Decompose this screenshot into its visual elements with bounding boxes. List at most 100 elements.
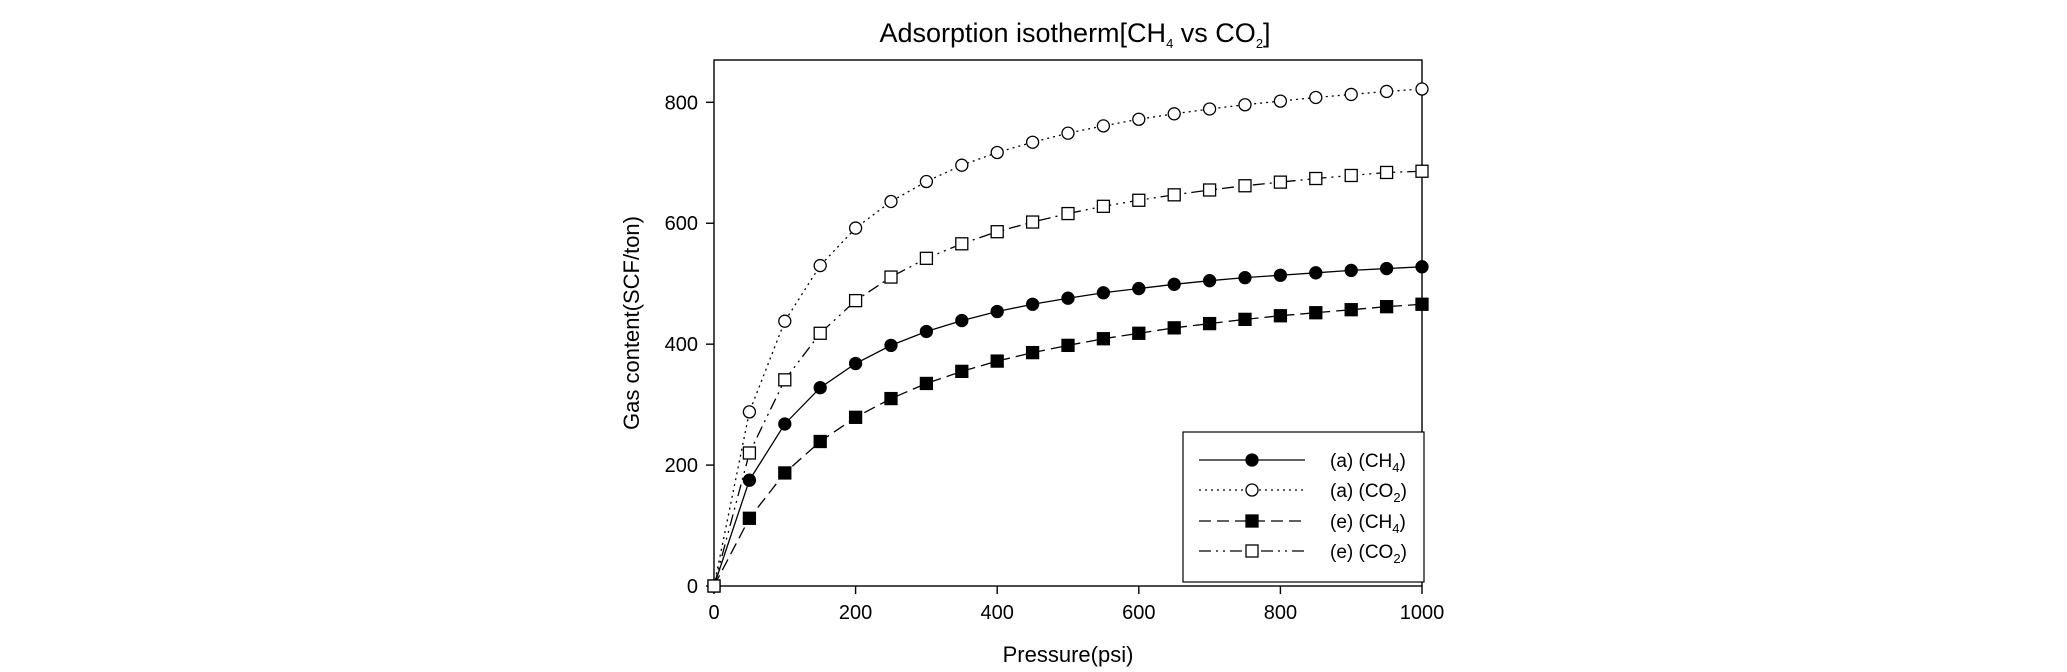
plot-frame: [713, 59, 1423, 587]
data-point-marker: [778, 314, 792, 328]
data-point-marker: [1167, 321, 1181, 335]
data-point-marker: [778, 373, 792, 387]
legend-label: (a) (CH4): [1330, 451, 1406, 475]
data-point-marker: [848, 221, 863, 235]
series-4: [707, 164, 1429, 593]
data-point-marker: [1061, 126, 1075, 140]
legend-entry: (e) (CO2): [1199, 542, 1407, 566]
data-point-marker: [1167, 188, 1181, 202]
data-point-marker: [1132, 112, 1146, 126]
data-point-marker: [778, 466, 792, 480]
x-axis-label: Pressure(psi): [1003, 642, 1134, 667]
data-point-marker: [955, 313, 969, 328]
data-point-marker: [1061, 291, 1075, 305]
data-point-marker: [919, 376, 934, 391]
legend-entry: (a) (CH4): [1199, 451, 1406, 475]
legend-entry: (a) (CO2): [1199, 481, 1407, 505]
legend-label: (a) (CO2): [1330, 481, 1407, 505]
legend-entry: (e) (CH4): [1199, 512, 1406, 536]
legend-marker: [1245, 453, 1259, 467]
data-point-marker: [1238, 179, 1252, 193]
x-tick-label: 0: [708, 602, 719, 624]
data-point-marker: [1415, 297, 1429, 311]
legend-label: (e) (CH4): [1330, 512, 1406, 536]
data-point-marker: [884, 270, 898, 284]
x-tick-label: 400: [981, 602, 1014, 624]
data-point-marker: [1202, 316, 1217, 331]
data-point-marker: [742, 405, 757, 419]
data-point-marker: [990, 304, 1004, 319]
data-point-marker: [884, 338, 898, 353]
data-point-marker: [813, 434, 827, 449]
data-point-marker: [1096, 286, 1111, 300]
data-point-marker: [1415, 164, 1429, 178]
data-point-marker: [884, 391, 898, 406]
data-point-marker: [1309, 90, 1323, 105]
legend-label: (e) (CO2): [1330, 542, 1407, 566]
series-layer: [707, 82, 1429, 593]
data-point-marker: [1273, 175, 1288, 189]
data-point-marker: [1061, 338, 1075, 353]
data-point-marker: [1202, 274, 1217, 288]
y-axis-label: Gas content(SCF/ton): [619, 216, 644, 430]
data-point-marker: [1025, 215, 1040, 229]
data-point-marker: [742, 511, 757, 525]
data-point-marker: [1379, 165, 1394, 180]
data-point-marker: [1379, 261, 1394, 276]
x-tick-label: 600: [1122, 602, 1155, 624]
y-tick-label: 400: [665, 334, 698, 356]
data-point-marker: [1132, 193, 1146, 207]
legend: (a) (CH4) (a) (CO2) (e) (CH4) (e) (CO2): [1182, 431, 1425, 583]
data-point-marker: [1273, 309, 1288, 323]
data-point-marker: [707, 579, 721, 593]
data-point-marker: [1344, 87, 1358, 102]
data-point-marker: [990, 354, 1004, 368]
data-point-marker: [990, 225, 1004, 239]
data-point-marker: [848, 293, 863, 308]
data-point-marker: [813, 258, 827, 273]
legend-marker: [1245, 544, 1259, 558]
data-point-marker: [1273, 94, 1288, 108]
data-point-marker: [1096, 199, 1111, 213]
data-point-marker: [1344, 168, 1358, 183]
data-point-marker: [1415, 260, 1429, 274]
data-point-marker: [1309, 266, 1323, 280]
series-line: [713, 303, 1423, 587]
data-point-marker: [1132, 281, 1146, 296]
y-tick-label: 600: [665, 213, 698, 235]
data-point-marker: [1202, 102, 1217, 116]
data-point-marker: [1344, 263, 1358, 278]
data-point-marker: [1202, 183, 1217, 197]
data-point-marker: [1238, 98, 1252, 112]
y-tick-label: 800: [665, 92, 698, 114]
data-point-marker: [955, 364, 969, 379]
y-tick-label: 0: [687, 576, 698, 598]
data-point-marker: [1167, 107, 1181, 121]
data-point-marker: [919, 174, 934, 189]
data-point-marker: [1096, 332, 1111, 346]
data-point-marker: [1379, 300, 1394, 314]
chart-title: Adsorption isotherm[CH4 vs CO2]: [879, 18, 1270, 51]
data-point-marker: [848, 356, 863, 371]
data-point-marker: [1238, 312, 1252, 327]
data-point-marker: [813, 326, 827, 340]
data-point-marker: [990, 145, 1004, 160]
legend-marker: [1245, 514, 1259, 528]
data-point-marker: [1025, 345, 1040, 360]
series-2: [707, 82, 1429, 593]
y-tick-label: 200: [665, 455, 698, 477]
data-point-marker: [1167, 277, 1181, 291]
data-point-marker: [1379, 84, 1394, 99]
data-point-marker: [884, 194, 898, 209]
legend-marker: [1245, 483, 1259, 497]
data-point-marker: [1273, 268, 1288, 282]
data-point-marker: [778, 417, 792, 431]
data-point-marker: [742, 446, 757, 460]
x-tick-label: 200: [839, 602, 872, 624]
data-point-marker: [1415, 82, 1429, 96]
x-tick-label: 800: [1264, 602, 1297, 624]
legend-entries: (a) (CH4) (a) (CO2) (e) (CH4) (e) (CO2): [1199, 451, 1407, 566]
x-tick-label: 1000: [1400, 602, 1445, 624]
y-axis-ticks: 0 200 400 600 800: [665, 92, 714, 598]
